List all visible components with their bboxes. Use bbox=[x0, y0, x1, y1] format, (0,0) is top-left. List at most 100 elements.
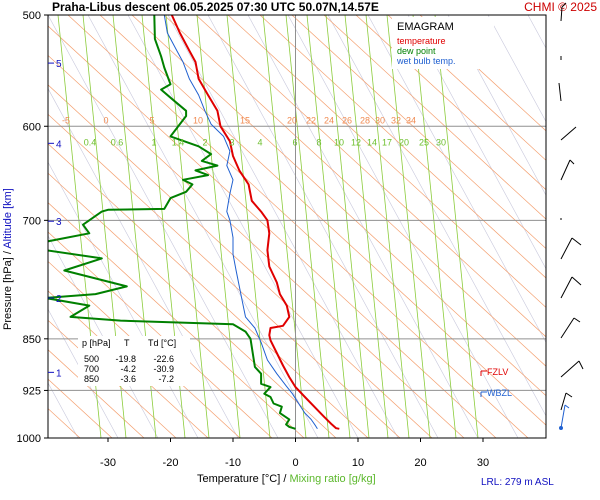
table-cell: -22.6 bbox=[153, 354, 174, 364]
dry-adiabat-label: 24 bbox=[324, 115, 334, 125]
mixing-ratio-label: 2 bbox=[202, 137, 207, 147]
legend-item-dew-point: dew point bbox=[397, 46, 436, 56]
legend-item-wet-bulb: wet bulb temp. bbox=[396, 56, 456, 66]
mixing-ratio-line bbox=[262, 15, 307, 438]
mixing-ratio-label: 6 bbox=[292, 137, 297, 147]
y-axis-label: Pressure [hPa] / Altitude [km] bbox=[2, 188, 14, 330]
dry-adiabat-line bbox=[48, 84, 433, 438]
mixing-ratio-label: 25 bbox=[419, 137, 429, 147]
moist-adiabat-line bbox=[568, 15, 600, 438]
dry-adiabat-line bbox=[48, 143, 369, 438]
dry-adiabat-line bbox=[355, 15, 546, 191]
mixing-ratio-label: 0.4 bbox=[84, 137, 97, 147]
table-header-td: Td [°C] bbox=[148, 338, 176, 348]
table-header-p: p [hPa] bbox=[82, 338, 111, 348]
temperature-line bbox=[170, 15, 340, 430]
moist-adiabat-line bbox=[247, 15, 479, 438]
moist-adiabat-line bbox=[207, 15, 439, 438]
x-tick-label: -20 bbox=[163, 457, 179, 469]
data-table: p [hPa] T Td [°C] 500 -19.8 -22.6 700 -4… bbox=[78, 336, 190, 386]
dew-point-line bbox=[48, 15, 296, 430]
y-tick-label: 600 bbox=[23, 121, 41, 133]
legend: EMAGRAM temperature dew point wet bulb t… bbox=[392, 17, 494, 69]
altitude-tick-label: 1 bbox=[56, 368, 62, 379]
y-tick-label: 850 bbox=[23, 334, 41, 346]
legend-title: EMAGRAM bbox=[397, 21, 454, 33]
dry-adiabat-label: 10 bbox=[193, 115, 203, 125]
lrl-label: LRL: 279 m ASL bbox=[481, 477, 554, 488]
dry-adiabat-line bbox=[131, 15, 546, 397]
x-tick-label: 20 bbox=[414, 457, 426, 469]
table-cell: -30.9 bbox=[153, 364, 174, 374]
mixing-ratio-line bbox=[434, 15, 479, 438]
wind-barb-icon bbox=[560, 126, 577, 141]
dry-adiabat-line bbox=[291, 15, 546, 250]
dry-adiabat-line bbox=[227, 15, 546, 308]
dry-adiabat-line bbox=[48, 231, 273, 438]
mixing-ratio-line bbox=[412, 15, 457, 438]
x-tick-label: -30 bbox=[100, 457, 116, 469]
mixing-ratio-line bbox=[165, 15, 210, 438]
dry-adiabat-label: 0 bbox=[103, 115, 108, 125]
dry-adiabat-line bbox=[48, 172, 337, 438]
y-tick-label: 1000 bbox=[17, 433, 41, 445]
mixing-ratio-label: 0.6 bbox=[111, 137, 124, 147]
altitude-tick-label: 2 bbox=[56, 294, 62, 305]
dry-adiabat-line bbox=[99, 15, 546, 426]
x-tick-label: 30 bbox=[477, 457, 489, 469]
altitude-tick-label: 4 bbox=[56, 139, 62, 150]
mixing-ratio-label: 12 bbox=[351, 137, 361, 147]
y-tick-label: 925 bbox=[23, 385, 41, 397]
x-tick-label: -10 bbox=[225, 457, 241, 469]
moist-adiabat-line bbox=[48, 15, 279, 438]
dry-adiabat-line bbox=[48, 113, 401, 438]
mixing-ratio-label: 4 bbox=[257, 137, 262, 147]
dry-adiabat-line bbox=[48, 25, 497, 438]
wind-barb-icon bbox=[558, 82, 562, 102]
table-cell: 500 bbox=[84, 354, 99, 364]
mixing-ratio-label: 1 bbox=[151, 137, 156, 147]
mixing-ratio-label: 1.4 bbox=[172, 137, 185, 147]
dry-adiabat-label: 28 bbox=[360, 115, 370, 125]
plot-frame bbox=[47, 14, 547, 439]
x-tick-label: 10 bbox=[352, 457, 364, 469]
dry-adiabat-label: 5 bbox=[149, 115, 154, 125]
mixing-ratio-label: 20 bbox=[399, 137, 409, 147]
table-cell: 700 bbox=[84, 364, 99, 374]
moist-adiabat-line bbox=[167, 15, 399, 438]
moist-adiabat-line bbox=[487, 15, 546, 123]
mixing-ratio-label: 3 bbox=[229, 137, 234, 147]
table-header-t: T bbox=[124, 338, 130, 348]
wbzl-marker: WBZL bbox=[480, 388, 512, 398]
table-cell: -19.8 bbox=[115, 354, 136, 364]
table-cell: -3.6 bbox=[120, 374, 136, 384]
dry-adiabat-label: -5 bbox=[62, 115, 70, 125]
altitude-tick-label: 5 bbox=[56, 59, 62, 70]
mixing-ratio-line bbox=[386, 15, 431, 438]
mixing-ratio-line bbox=[365, 15, 410, 438]
y-tick-label: 700 bbox=[23, 215, 41, 227]
wind-barb-icon bbox=[560, 159, 575, 181]
mixing-ratio-line bbox=[325, 15, 370, 438]
wet-bulb-line bbox=[163, 15, 318, 430]
moist-adiabat-line bbox=[287, 15, 519, 438]
wind-barb-icon bbox=[560, 360, 584, 378]
mixing-ratio-label: 8 bbox=[316, 137, 321, 147]
moist-adiabat-line bbox=[447, 15, 546, 196]
wind-barb-icon bbox=[560, 317, 581, 339]
wind-barb-icon bbox=[559, 404, 570, 430]
mixing-ratio-line bbox=[285, 15, 330, 438]
wind-barbs bbox=[558, 2, 584, 430]
moist-adiabat-line bbox=[367, 15, 546, 343]
mixing-ratio-line bbox=[306, 15, 351, 438]
legend-item-temperature: temperature bbox=[397, 36, 446, 46]
dry-adiabat-line bbox=[48, 349, 145, 438]
dry-adiabat-line bbox=[195, 15, 546, 338]
dry-adiabat-label: 15 bbox=[240, 115, 250, 125]
credit-text: CHMI © 2025 bbox=[524, 0, 597, 14]
fzlv-marker: FZLV bbox=[480, 367, 508, 377]
dry-adiabat-line bbox=[259, 15, 546, 279]
mixing-ratio-label: 17 bbox=[382, 137, 392, 147]
wind-barb-icon bbox=[560, 2, 567, 22]
dry-adiabat-label: 32 bbox=[391, 115, 401, 125]
